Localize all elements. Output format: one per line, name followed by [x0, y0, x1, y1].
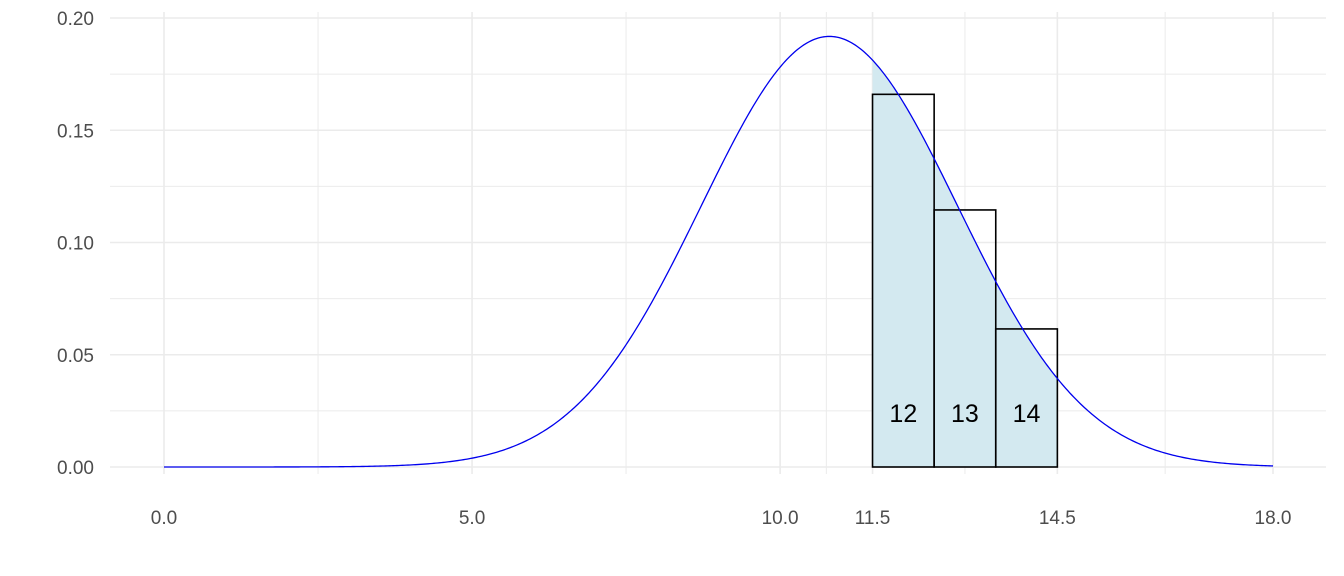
y-tick-label: 0.10	[57, 234, 94, 255]
x-tick-label: 10.0	[762, 508, 799, 529]
probability-bars	[871, 93, 1059, 468]
bar-label-14: 14	[1013, 400, 1041, 428]
x-tick-label: 11.5	[855, 508, 891, 529]
major-gridlines	[110, 12, 1326, 474]
shaded-area-under-curve	[872, 60, 1058, 468]
x-tick-label: 14.5	[1039, 508, 1076, 529]
bar-label-12: 12	[889, 400, 917, 428]
y-axis-tick-labels: 0.00 0.05 0.10 0.15 0.20	[57, 9, 94, 479]
bar-14	[994, 328, 1059, 468]
y-tick-label: 0.15	[57, 121, 94, 142]
x-axis-tick-labels: 0.0 5.0 10.0 11.5 14.5 18.0	[151, 508, 1292, 529]
x-tick-label: 18.0	[1255, 508, 1292, 529]
x-tick-label: 5.0	[459, 508, 485, 529]
y-tick-label: 0.00	[57, 458, 94, 479]
bar-labels: 12 13 14	[889, 400, 1040, 428]
y-tick-label: 0.05	[57, 346, 94, 367]
bar-label-13: 13	[951, 400, 979, 428]
y-tick-label: 0.20	[57, 9, 94, 30]
x-tick-label: 0.0	[151, 508, 177, 529]
normal-density-curve	[164, 35, 1274, 468]
